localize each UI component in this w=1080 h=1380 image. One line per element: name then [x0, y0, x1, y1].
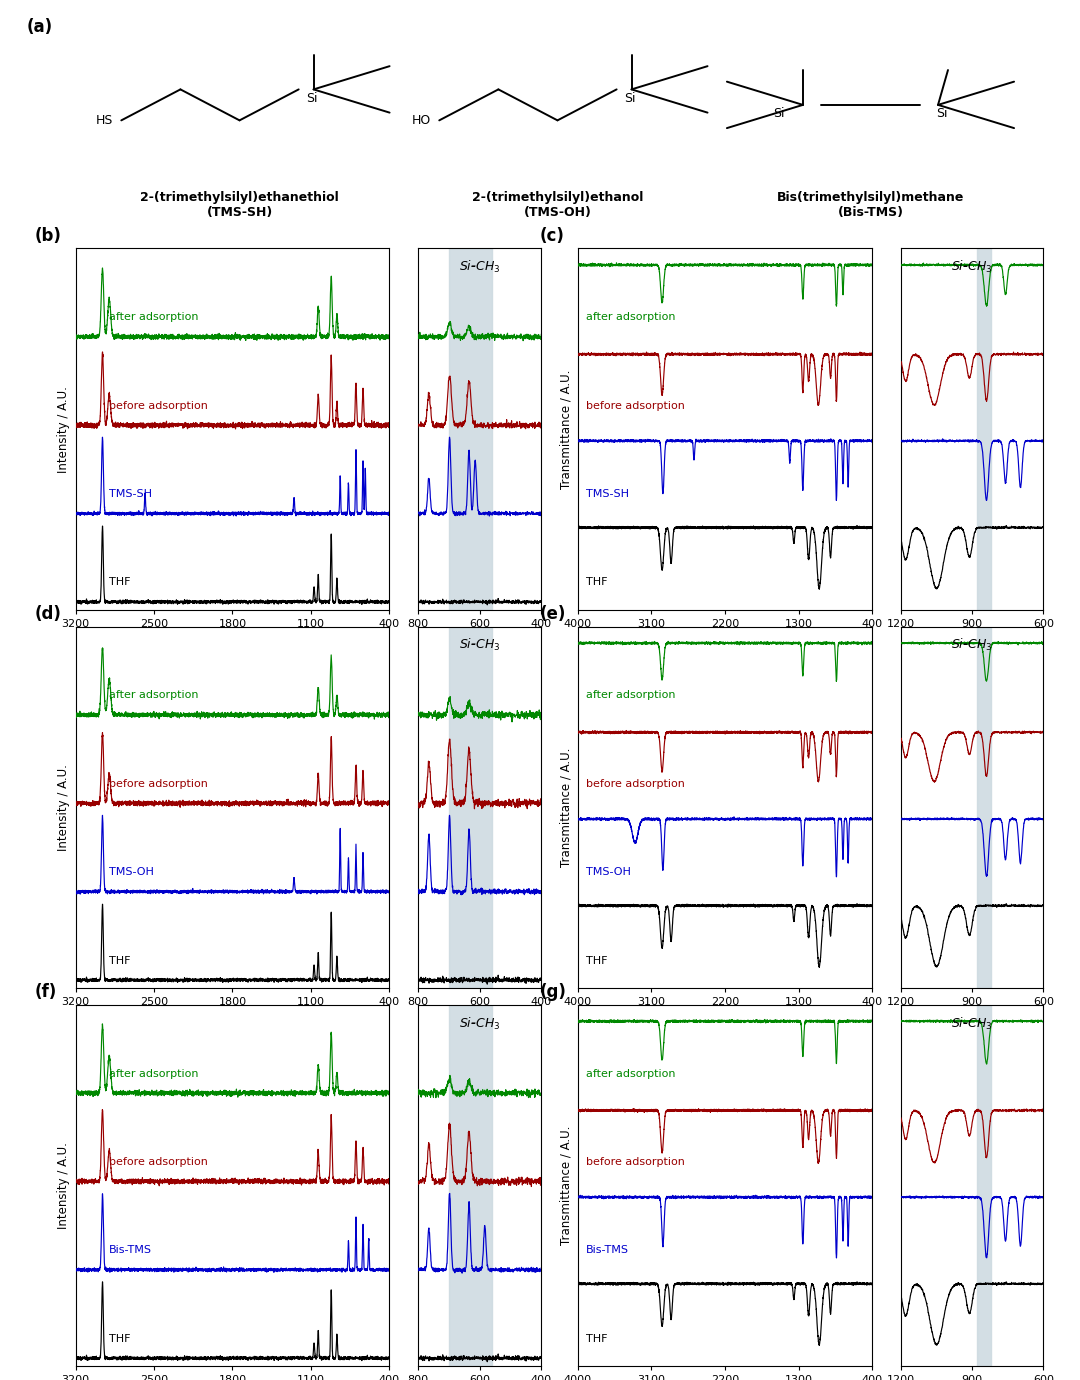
Y-axis label: Transmittance / A.U.: Transmittance / A.U. [559, 748, 572, 867]
Text: $Si$-$CH_3$: $Si$-$CH_3$ [459, 1016, 500, 1032]
Y-axis label: Intensity / A.U.: Intensity / A.U. [57, 386, 70, 472]
Text: after adsorption: after adsorption [109, 1068, 199, 1079]
Text: THF: THF [109, 1333, 131, 1344]
X-axis label: Wavenumber / cm⁻¹: Wavenumber / cm⁻¹ [665, 635, 785, 647]
Text: $Si$-$CH_3$: $Si$-$CH_3$ [951, 638, 993, 654]
Text: THF: THF [586, 1333, 607, 1344]
Text: $Si$-$CH_3$: $Si$-$CH_3$ [951, 259, 993, 276]
Text: 2-(trimethylsilyl)ethanethiol
(TMS-SH): 2-(trimethylsilyl)ethanethiol (TMS-SH) [140, 190, 339, 218]
Y-axis label: Transmittance / A.U.: Transmittance / A.U. [559, 1126, 572, 1245]
Bar [977, 627, 991, 988]
Text: THF: THF [109, 577, 131, 588]
Text: HO: HO [413, 115, 431, 127]
Text: THF: THF [586, 577, 607, 588]
Text: 2-(trimethylsilyl)ethanol
(TMS-OH): 2-(trimethylsilyl)ethanol (TMS-OH) [472, 190, 644, 218]
Text: Bis(trimethylsilyl)methane
(Bis-TMS): Bis(trimethylsilyl)methane (Bis-TMS) [777, 190, 964, 218]
X-axis label: Wavenumber / cm⁻¹: Wavenumber / cm⁻¹ [665, 1013, 785, 1025]
Bar [977, 248, 991, 610]
Text: Si: Si [624, 91, 636, 105]
Text: Bis-TMS: Bis-TMS [586, 1245, 629, 1256]
Text: THF: THF [109, 955, 131, 966]
Text: TMS-SH: TMS-SH [109, 489, 152, 500]
Text: (f): (f) [35, 983, 57, 1000]
Text: Si: Si [773, 108, 785, 120]
Text: Si: Si [307, 91, 319, 105]
X-axis label: Raman shift / cm⁻¹: Raman shift / cm⁻¹ [177, 635, 288, 647]
Text: (e): (e) [540, 604, 566, 622]
Text: after adsorption: after adsorption [586, 1068, 675, 1079]
Text: (c): (c) [540, 226, 565, 244]
Text: (a): (a) [27, 18, 53, 36]
Text: after adsorption: after adsorption [109, 690, 199, 701]
Text: before adsorption: before adsorption [586, 1156, 685, 1167]
Bar [977, 1005, 991, 1366]
Text: after adsorption: after adsorption [109, 312, 199, 323]
Text: HS: HS [96, 115, 113, 127]
Text: before adsorption: before adsorption [109, 1156, 208, 1167]
Text: TMS-OH: TMS-OH [109, 867, 154, 878]
Y-axis label: Intensity / A.U.: Intensity / A.U. [57, 1143, 70, 1228]
Text: (b): (b) [35, 226, 62, 244]
Text: (g): (g) [540, 983, 566, 1000]
Text: Bis-TMS: Bis-TMS [109, 1245, 152, 1256]
Text: before adsorption: before adsorption [109, 400, 208, 411]
Text: THF: THF [586, 955, 607, 966]
Text: $Si$-$CH_3$: $Si$-$CH_3$ [459, 259, 500, 276]
Text: TMS-SH: TMS-SH [586, 489, 629, 500]
Text: $Si$-$CH_3$: $Si$-$CH_3$ [951, 1016, 993, 1032]
Y-axis label: Transmittance / A.U.: Transmittance / A.U. [559, 370, 572, 489]
Text: before adsorption: before adsorption [586, 400, 685, 411]
Bar [448, 1005, 491, 1366]
X-axis label: Raman shift / cm⁻¹: Raman shift / cm⁻¹ [177, 1013, 288, 1025]
Text: TMS-OH: TMS-OH [586, 867, 631, 878]
Text: $Si$-$CH_3$: $Si$-$CH_3$ [459, 638, 500, 654]
Text: (d): (d) [35, 604, 62, 622]
Bar [448, 627, 491, 988]
Text: after adsorption: after adsorption [586, 312, 675, 323]
Text: before adsorption: before adsorption [586, 778, 685, 789]
Text: before adsorption: before adsorption [109, 778, 208, 789]
Bar [448, 248, 491, 610]
Y-axis label: Intensity / A.U.: Intensity / A.U. [57, 765, 70, 850]
Text: Si: Si [936, 108, 947, 120]
Text: after adsorption: after adsorption [586, 690, 675, 701]
